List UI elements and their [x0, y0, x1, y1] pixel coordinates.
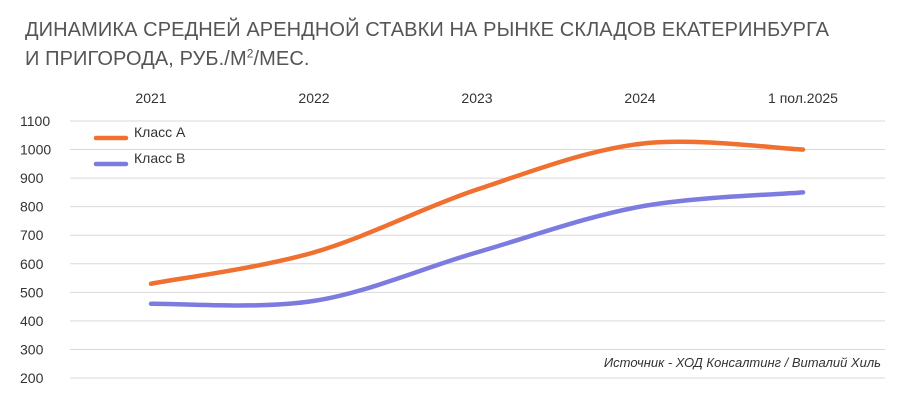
y-tick-label-200: 200	[20, 370, 44, 386]
y-tick-label-500: 500	[20, 284, 44, 300]
source-note: Источник - ХОД Консалтинг / Виталий Хиль	[603, 355, 881, 370]
legend-label-1: Класс А	[134, 124, 186, 140]
title-superscript: 2	[246, 46, 254, 61]
x-tick-label-4: 2024	[624, 90, 655, 106]
title-line-2-prefix: И ПРИГОРОДА, РУБ./М	[25, 48, 247, 70]
title-line-2-suffix: /МЕС.	[253, 48, 310, 70]
y-tick-label-700: 700	[20, 227, 44, 243]
x-tick-label-3: 2023	[461, 90, 492, 106]
y-tick-label-1100: 1100	[20, 113, 50, 129]
legend-label-2: Класс В	[134, 150, 185, 166]
y-tick-label-900: 900	[20, 170, 44, 186]
x-tick-label-1: 2021	[135, 90, 166, 106]
y-tick-label-800: 800	[20, 199, 44, 215]
title-line-1: ДИНАМИКА СРЕДНЕЙ АРЕНДНОЙ СТАВКИ НА РЫНК…	[25, 19, 830, 41]
y-tick-label-600: 600	[20, 256, 44, 272]
y-tick-label-1000: 1000	[20, 142, 51, 158]
chart-title: ДИНАМИКА СРЕДНЕЙ АРЕНДНОЙ СТАВКИ НА РЫНК…	[25, 16, 885, 74]
series-line-class-b	[148, 190, 806, 308]
x-tick-label-2: 2022	[298, 90, 329, 106]
x-tick-label-5: 1 пол.2025	[768, 90, 838, 106]
series-line-class-a	[148, 139, 806, 287]
y-tick-label-300: 300	[20, 341, 44, 357]
y-tick-label-400: 400	[20, 313, 44, 329]
